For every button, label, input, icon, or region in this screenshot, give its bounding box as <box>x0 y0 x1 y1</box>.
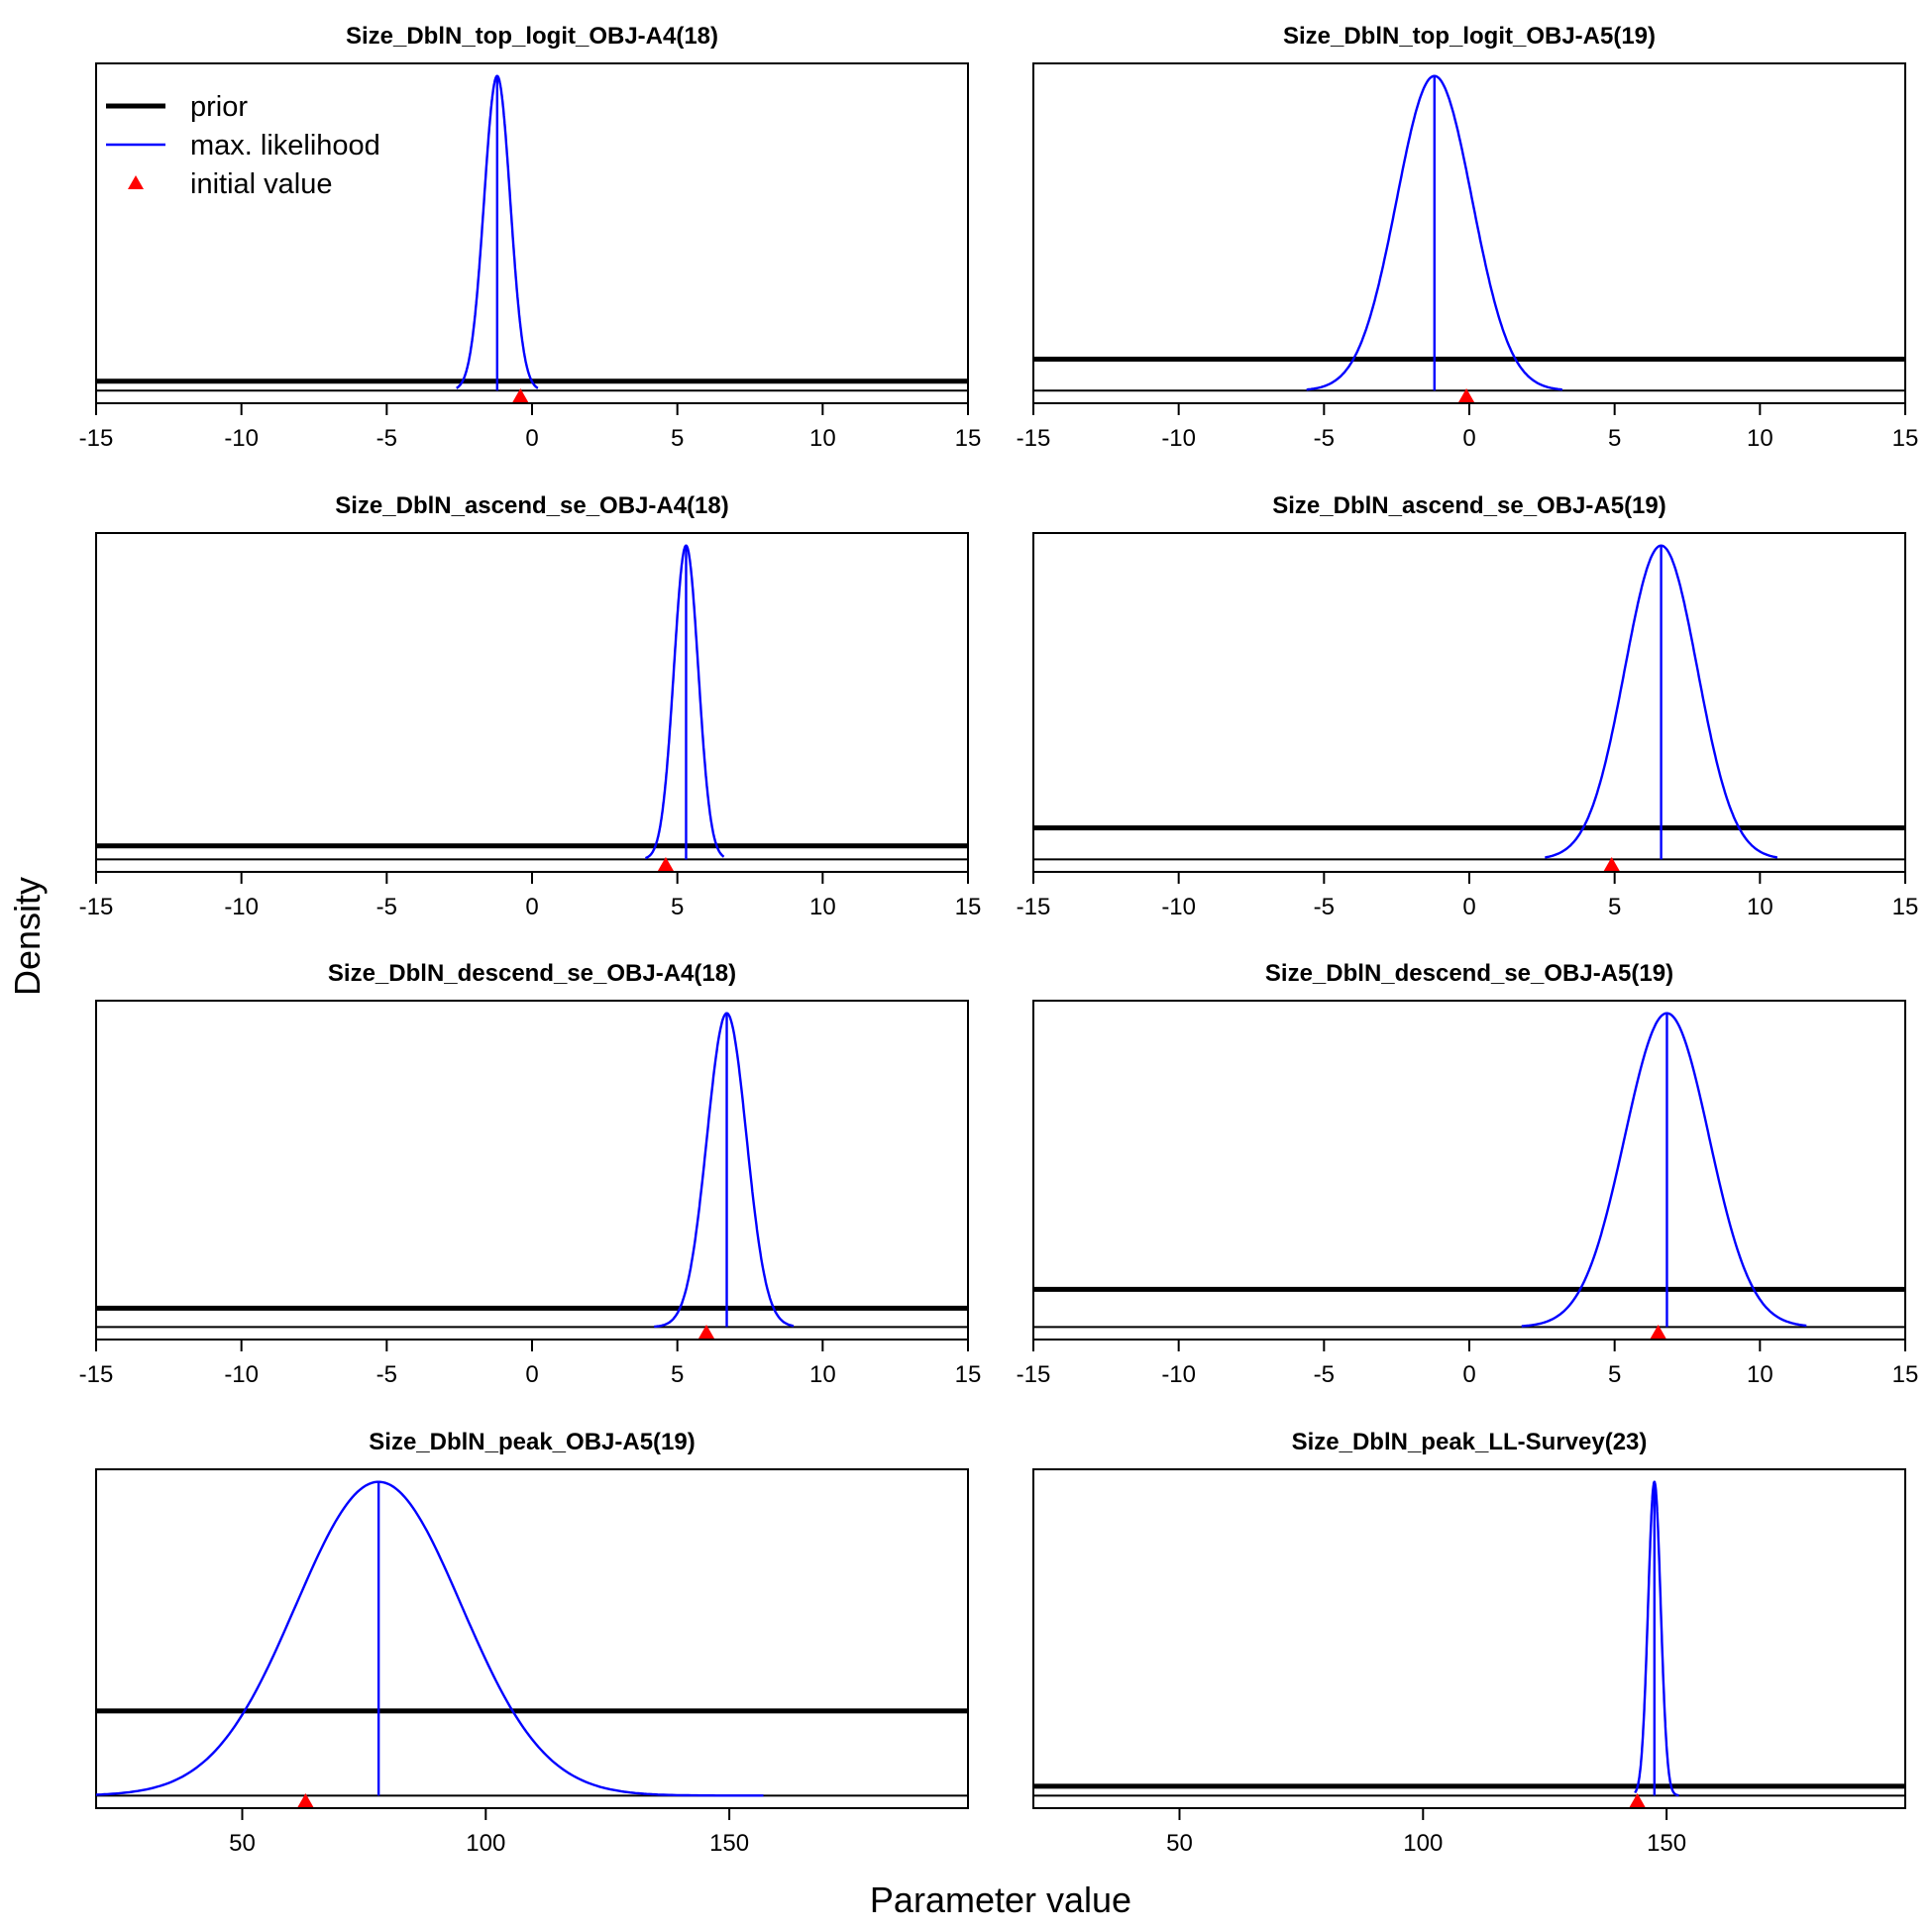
x-tick-label: 10 <box>1747 1361 1773 1388</box>
x-tick-label: -5 <box>1314 425 1335 452</box>
mle-curve <box>645 544 725 860</box>
x-tick-label: 5 <box>1608 894 1621 920</box>
x-tick-label: -5 <box>376 425 397 452</box>
initial-value-marker <box>698 1325 714 1339</box>
x-tick-label: 5 <box>1608 1361 1621 1388</box>
initial-value-marker <box>1650 1325 1666 1339</box>
x-tick-label: 15 <box>1892 1361 1919 1388</box>
panel-5: Size_DblN_descend_se_OBJ-A4(18) -15 -10 -5 0… <box>79 960 982 1388</box>
x-tick-label: 50 <box>229 1830 256 1857</box>
x-tick-label: 0 <box>1462 1361 1475 1388</box>
legend-label: prior <box>190 91 248 123</box>
x-tick-label: 5 <box>671 1361 684 1388</box>
panel-7: Size_DblN_peak_OBJ-A5(19) 50 100 150 <box>95 1429 969 1857</box>
plot-frame <box>95 1468 969 1809</box>
initial-value-marker <box>657 857 674 871</box>
x-tick-label: 150 <box>1647 1830 1686 1857</box>
x-tick-label: 0 <box>525 425 538 452</box>
panel-title: Size_DblN_top_logit_OBJ-A4(18) <box>346 23 718 50</box>
panel-title: Size_DblN_descend_se_OBJ-A5(19) <box>1265 960 1673 987</box>
x-tick-label: 150 <box>709 1830 749 1857</box>
legend-initial-swatch <box>128 175 144 189</box>
x-tick-label: -10 <box>224 894 259 920</box>
mle-curve <box>654 1012 795 1329</box>
initial-value-marker <box>1629 1793 1646 1807</box>
initial-value-marker <box>1458 388 1475 402</box>
panel-title: Size_DblN_top_logit_OBJ-A5(19) <box>1283 23 1656 50</box>
x-axis-title: Parameter value <box>870 1879 1131 1920</box>
plot-frame <box>1032 1468 1906 1809</box>
panel-title: Size_DblN_ascend_se_OBJ-A4(18) <box>335 492 729 519</box>
x-tick-label: 5 <box>671 425 684 452</box>
x-tick-label: 10 <box>1747 425 1773 452</box>
x-tick-label: 15 <box>955 1361 982 1388</box>
mle-curve <box>1521 1012 1807 1328</box>
initial-value-marker <box>512 388 529 402</box>
x-tick-label: 10 <box>1747 894 1773 920</box>
legend: prior max. likelihood initial value <box>106 91 380 200</box>
panel-title: Size_DblN_ascend_se_OBJ-A5(19) <box>1272 492 1666 519</box>
panels: Size_DblN_top_logit_OBJ-A4(18) -15 -10 -5 0 5… <box>79 23 1919 1857</box>
x-tick-label: -5 <box>376 894 397 920</box>
x-tick-label: 0 <box>525 894 538 920</box>
x-tick-label: -10 <box>1161 894 1196 920</box>
x-tick-label: 0 <box>525 1361 538 1388</box>
panel-6: Size_DblN_descend_se_OBJ-A5(19) -15 -10 -5 0… <box>1017 960 1919 1388</box>
x-tick-label: -5 <box>1314 1361 1335 1388</box>
x-tick-label: -10 <box>224 425 259 452</box>
x-tick-label: 10 <box>809 425 836 452</box>
x-tick-label: 15 <box>1892 894 1919 920</box>
initial-value-marker <box>297 1793 314 1807</box>
x-tick-label: 10 <box>809 1361 836 1388</box>
x-tick-label: 0 <box>1462 894 1475 920</box>
panel-4: Size_DblN_ascend_se_OBJ-A5(19) -15 -10 -5 0 5… <box>1017 492 1919 920</box>
x-tick-label: -15 <box>1017 425 1051 452</box>
x-tick-label: 50 <box>1166 1830 1193 1857</box>
x-tick-label: -10 <box>1161 425 1196 452</box>
panel-8: Size_DblN_peak_LL-Survey(23) 50 100 150 <box>1032 1429 1906 1857</box>
panel-title: Size_DblN_peak_LL-Survey(23) <box>1292 1429 1648 1455</box>
panel-title: Size_DblN_peak_OBJ-A5(19) <box>369 1429 695 1455</box>
panel-2: Size_DblN_top_logit_OBJ-A5(19) -15 -10 -5 0 5… <box>1017 23 1919 452</box>
x-tick-label: -5 <box>376 1361 397 1388</box>
x-tick-label: 15 <box>955 894 982 920</box>
y-axis-title: Density <box>7 877 48 996</box>
mle-curve <box>456 74 539 389</box>
x-tick-label: -15 <box>79 425 114 452</box>
x-tick-label: -10 <box>224 1361 259 1388</box>
x-tick-label: 5 <box>1608 425 1621 452</box>
x-tick-label: 100 <box>1403 1830 1443 1857</box>
legend-label: max. likelihood <box>190 130 380 161</box>
x-tick-label: -15 <box>79 1361 114 1388</box>
x-tick-label: -15 <box>79 894 114 920</box>
panel-title: Size_DblN_descend_se_OBJ-A4(18) <box>328 960 736 987</box>
x-tick-label: -15 <box>1017 1361 1051 1388</box>
panel-3: Size_DblN_ascend_se_OBJ-A4(18) -15 -10 -5 0 5… <box>79 492 982 920</box>
x-tick-label: -5 <box>1314 894 1335 920</box>
x-tick-label: 15 <box>955 425 982 452</box>
legend-label: initial value <box>190 168 332 200</box>
mle-curve <box>95 1480 764 1797</box>
x-tick-label: 0 <box>1462 425 1475 452</box>
x-tick-label: 10 <box>809 894 836 920</box>
mle-curve <box>1634 1480 1679 1797</box>
x-tick-label: 100 <box>466 1830 505 1857</box>
x-tick-label: -15 <box>1017 894 1051 920</box>
x-tick-label: 5 <box>671 894 684 920</box>
x-tick-label: -10 <box>1161 1361 1196 1388</box>
x-tick-label: 15 <box>1892 425 1919 452</box>
panel-1: Size_DblN_top_logit_OBJ-A4(18) -15 -10 -5 0 5… <box>79 23 982 452</box>
initial-value-marker <box>1603 857 1620 871</box>
mle-curve <box>1306 74 1563 391</box>
